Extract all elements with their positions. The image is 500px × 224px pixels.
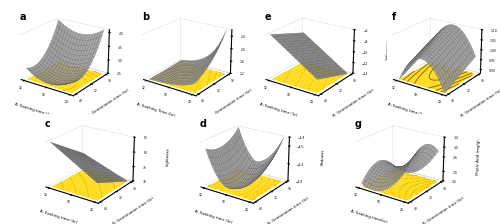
Text: b: b: [142, 12, 149, 22]
X-axis label: A: Soaking time(hr): A: Soaking time(hr): [350, 210, 388, 224]
Y-axis label: B: Germination time (hr): B: Germination time (hr): [268, 196, 310, 224]
Text: f: f: [392, 12, 396, 22]
X-axis label: A: Soaking time (hr): A: Soaking time (hr): [387, 102, 426, 117]
Y-axis label: B: Germination time (hr): B: Germination time (hr): [332, 89, 376, 118]
Y-axis label: B: Germination time (hr): B: Germination time (hr): [422, 196, 466, 224]
Y-axis label: B: Germination time (hr): B: Germination time (hr): [112, 196, 156, 224]
Text: g: g: [354, 119, 362, 129]
Y-axis label: B: Germination time (hr): B: Germination time (hr): [88, 89, 130, 118]
Y-axis label: B: Germination time (hr): B: Germination time (hr): [210, 89, 253, 118]
Text: a: a: [20, 12, 26, 22]
Text: c: c: [44, 119, 50, 129]
X-axis label: A: Soaking time (hr): A: Soaking time (hr): [194, 209, 233, 224]
Text: d: d: [200, 119, 206, 129]
X-axis label: A: Soaking Time (hr): A: Soaking Time (hr): [136, 102, 176, 118]
Y-axis label: B: Germination time (hr): B: Germination time (hr): [460, 89, 500, 118]
X-axis label: A: Soaking time (hr): A: Soaking time (hr): [40, 209, 78, 224]
X-axis label: A: Soaking time (hr): A: Soaking time (hr): [14, 102, 53, 117]
X-axis label: A: Soaking time (hr): A: Soaking time (hr): [260, 102, 298, 117]
Text: e: e: [264, 12, 271, 22]
